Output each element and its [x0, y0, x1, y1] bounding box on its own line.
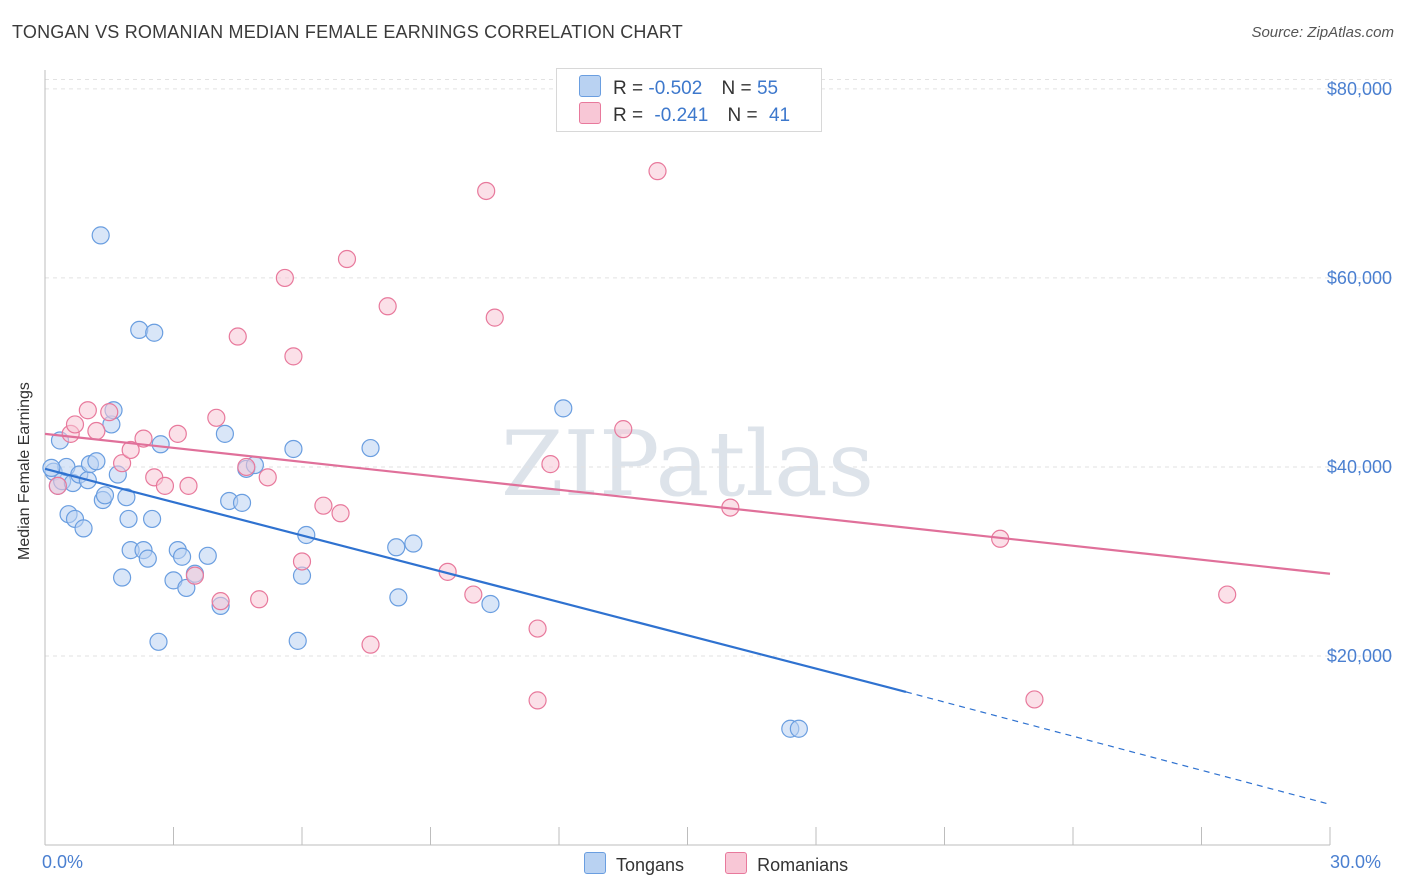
romanians-swatch	[579, 102, 601, 124]
source-label: Source: ZipAtlas.com	[1251, 24, 1394, 41]
tongan-point	[789, 719, 808, 738]
tongan-point	[215, 424, 234, 443]
romanian-point	[207, 408, 226, 427]
tongan-point	[95, 486, 115, 505]
tongan-point	[389, 588, 408, 607]
tongan-point	[112, 568, 132, 587]
romanian-point	[168, 424, 187, 443]
tongan-point	[172, 547, 192, 566]
r-value: -0.241	[654, 105, 709, 126]
tongan-point	[198, 546, 217, 565]
tongan-point	[87, 452, 106, 471]
romanian-point	[464, 585, 483, 604]
romanian-point	[361, 635, 380, 654]
romanian-point	[250, 590, 269, 609]
tongan-point	[142, 509, 162, 529]
tongan-point	[387, 538, 406, 557]
tongan-trend-extension	[905, 691, 1331, 805]
romanian-point	[337, 249, 357, 269]
tongan-point	[151, 435, 170, 454]
romanian-point	[292, 552, 312, 571]
romanian-point	[112, 454, 132, 473]
romanian-point	[155, 476, 175, 495]
romanian-point	[528, 619, 547, 638]
romanian-point	[648, 162, 667, 181]
n-value: 55	[756, 78, 779, 99]
romanian-point	[477, 181, 496, 201]
tongan-point	[149, 632, 168, 651]
tongan-point	[232, 493, 252, 512]
romanian-point	[485, 308, 504, 327]
legend-label: Romanians	[757, 855, 849, 875]
romanian-point	[185, 566, 205, 585]
tongan-point	[481, 594, 500, 614]
y-axis-label: Median Female Earnings	[16, 382, 33, 560]
romanian-point	[78, 401, 97, 420]
romanian-point	[134, 429, 153, 448]
tongan-point	[117, 488, 136, 507]
chart-title: TONGAN VS ROMANIAN MEDIAN FEMALE EARNING…	[12, 22, 683, 42]
romanian-point	[100, 403, 119, 422]
romanians-legend-swatch	[725, 852, 748, 874]
tongan-point	[74, 519, 93, 538]
tongans-swatch	[579, 75, 601, 97]
romanian-point	[121, 440, 140, 460]
romanian-point	[284, 347, 303, 366]
tongan-point	[177, 578, 196, 598]
tongan-point	[284, 439, 303, 459]
tongan-point	[119, 509, 138, 529]
tongan-point	[404, 534, 423, 553]
r-label: R =	[613, 78, 644, 99]
tongan-point	[138, 549, 157, 568]
tongans-legend-swatch	[584, 852, 606, 874]
romanian-point	[1218, 585, 1237, 604]
legend-item-romanians: Romanians	[725, 852, 848, 876]
x-tick-max: 30.0%	[1330, 852, 1382, 872]
n-value: 41	[768, 105, 791, 126]
romanian-point	[179, 476, 198, 495]
y-tick-label: $20,000	[1327, 646, 1392, 666]
romanian-point	[211, 592, 230, 611]
romanian-point	[65, 415, 85, 434]
romanian-point	[237, 457, 256, 477]
y-tick-label: $80,000	[1327, 79, 1392, 99]
tongan-point	[91, 226, 110, 245]
stats-row-romanians: R = -0.241 N = 41	[579, 102, 790, 126]
romanian-point	[331, 504, 350, 523]
stats-legend: R = -0.502 N = 55 R = -0.241 N = 41	[556, 68, 822, 132]
romanian-point	[87, 421, 106, 441]
watermark: ZIPatlas	[501, 412, 874, 517]
legend-item-tongans: Tongans	[584, 852, 684, 876]
tongan-point	[361, 438, 380, 458]
romanian-point	[614, 420, 633, 439]
n-label: N =	[727, 105, 758, 126]
tongan-trend-line	[44, 467, 907, 693]
series-legend: Tongans Romanians	[584, 852, 884, 876]
romanian-point	[1025, 690, 1044, 709]
romanian-point	[528, 691, 547, 710]
y-tick-label: $40,000	[1327, 457, 1392, 477]
tongan-point	[145, 323, 164, 342]
romanian-point	[275, 268, 294, 288]
romanian-point	[48, 476, 67, 495]
legend-label: Tongans	[616, 855, 685, 875]
romanian-point	[228, 327, 247, 346]
romanian-point	[258, 468, 277, 487]
romanian-point	[541, 455, 560, 474]
romanian-point	[314, 496, 333, 515]
r-label: R =	[613, 105, 644, 126]
r-value: -0.502	[648, 78, 703, 99]
x-tick-min: 0.0%	[42, 852, 84, 872]
tongan-point	[288, 631, 307, 650]
stats-row-tongans: R = -0.502 N = 55	[579, 75, 778, 99]
tongan-point	[130, 320, 149, 340]
n-label: N =	[721, 78, 752, 99]
y-tick-label: $60,000	[1327, 268, 1392, 288]
romanian-trend-line	[44, 432, 1331, 575]
romanian-point	[378, 297, 397, 316]
tongan-point	[554, 399, 573, 418]
